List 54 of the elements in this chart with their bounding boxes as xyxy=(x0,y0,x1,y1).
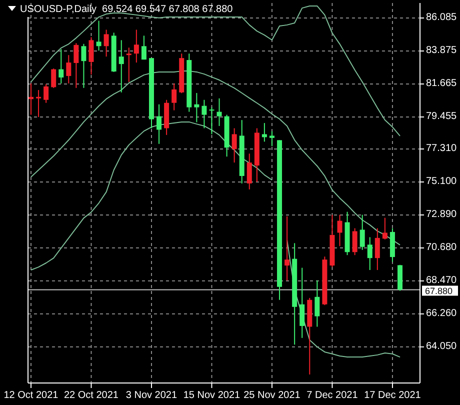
candlestick xyxy=(382,217,388,240)
candlestick xyxy=(367,236,372,271)
ref-line-label: 67.880 xyxy=(425,286,453,296)
candlestick xyxy=(74,42,79,88)
candlestick xyxy=(209,106,214,135)
candlestick xyxy=(314,280,320,328)
candlestick xyxy=(269,130,274,147)
candlestick xyxy=(88,36,94,75)
candlestick xyxy=(156,104,162,144)
candlestick xyxy=(337,214,342,247)
y-tick-label: 77.310 xyxy=(426,142,458,154)
candlestick xyxy=(141,35,146,60)
candlestick xyxy=(96,20,102,52)
y-tick-label: 83.875 xyxy=(426,44,458,56)
candlestick xyxy=(246,153,252,190)
y-tick-label: 86.085 xyxy=(426,12,458,23)
x-tick-label: 3 Nov 2021 xyxy=(126,390,178,401)
candlestick xyxy=(284,216,290,281)
candlestick xyxy=(172,82,177,111)
candlestick xyxy=(51,68,56,88)
x-tick-label: 12 Oct 2021 xyxy=(4,390,59,401)
candlestick xyxy=(202,99,207,129)
y-tick-label: 64.050 xyxy=(426,340,458,352)
x-tick-label: 15 Nov 2021 xyxy=(183,390,241,401)
x-tick-label: 7 Dec 2021 xyxy=(306,390,358,401)
candlestick xyxy=(360,214,365,250)
candlestick xyxy=(194,92,200,123)
y-tick-label: 68.470 xyxy=(426,274,458,286)
candlestick xyxy=(232,128,237,164)
candlestick xyxy=(58,48,64,84)
y-tick-label: 75.100 xyxy=(426,176,458,187)
candlestick xyxy=(126,47,132,82)
candlestick xyxy=(352,228,358,256)
candlestick xyxy=(104,29,109,58)
candlestick xyxy=(216,98,222,126)
candlestick xyxy=(118,40,124,93)
candlestick xyxy=(36,90,42,118)
x-tick-label: 22 Oct 2021 xyxy=(64,390,119,401)
candlestick xyxy=(262,122,267,142)
candlestick xyxy=(300,267,305,338)
y-tick-label: 81.665 xyxy=(426,78,458,89)
candlestick xyxy=(66,54,72,84)
candlestick xyxy=(44,84,49,104)
x-tick-label: 25 Nov 2021 xyxy=(244,390,301,401)
y-tick-label: 66.260 xyxy=(426,308,458,319)
candlestick xyxy=(81,43,86,88)
candlestick xyxy=(134,29,139,64)
candlestick xyxy=(374,228,380,271)
chart-title: USOUSD-P,Daily 69.524 69.547 67.808 67.880 xyxy=(20,4,234,15)
line-series xyxy=(30,70,400,246)
y-tick-label: 72.890 xyxy=(426,208,458,220)
y-tick-label: 70.680 xyxy=(426,242,458,253)
y-tick-label: 79.455 xyxy=(426,110,458,122)
x-tick-label: 17 Dec 2021 xyxy=(364,390,422,401)
